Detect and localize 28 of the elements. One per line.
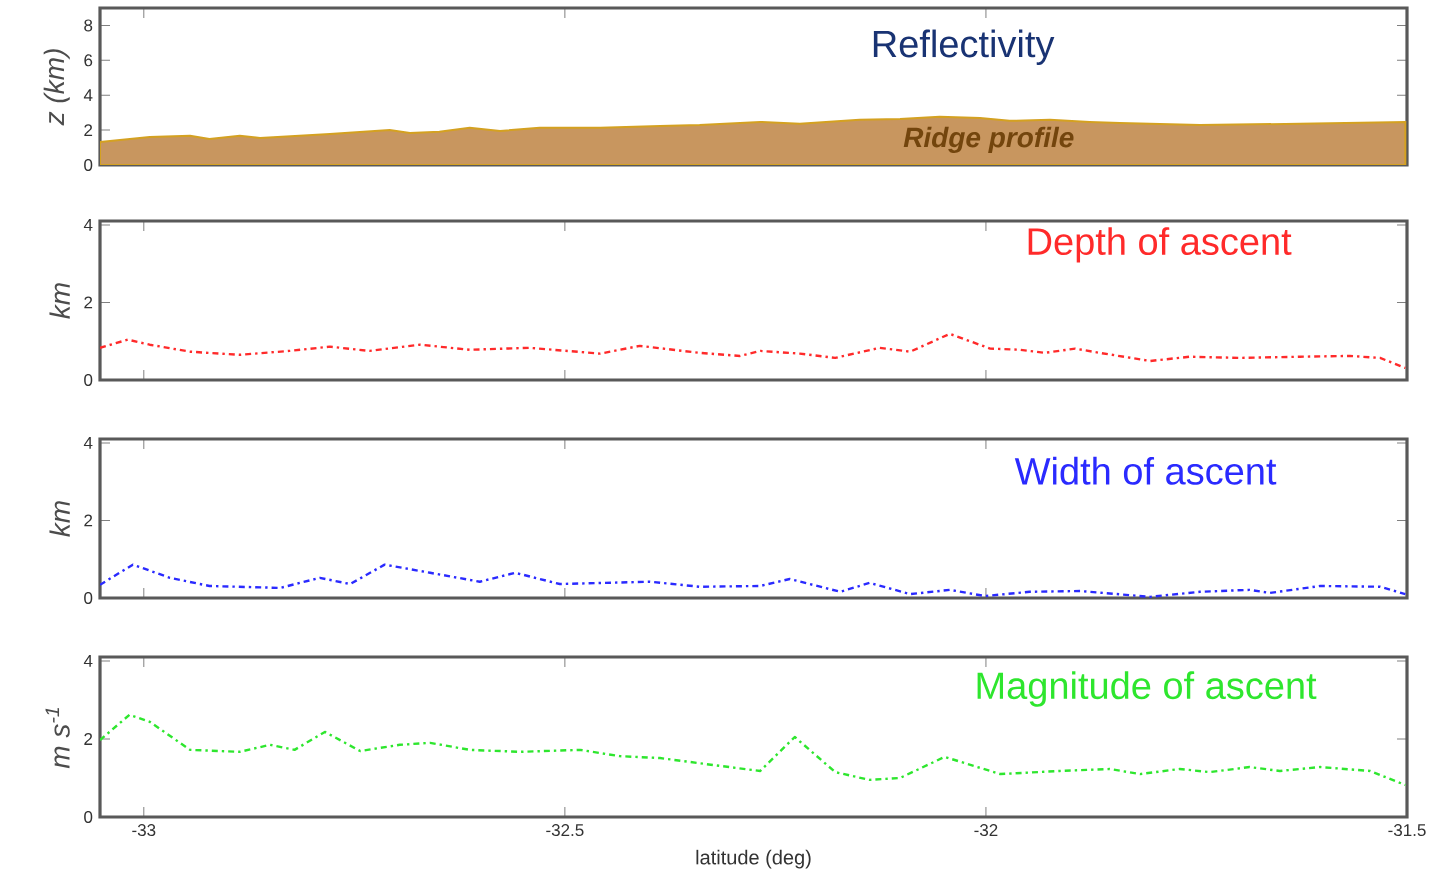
y-axis-title: m s$^{-1}$ [45, 707, 70, 769]
annotation: Magnitude of ascent [977, 671, 1317, 707]
annotation: Reflectivity [873, 29, 1055, 65]
y-tick-label: 4 [83, 437, 93, 449]
x-tick-label: -31.5 [1388, 824, 1426, 837]
annotation: Ridge profile [903, 126, 1074, 153]
annotation: Depth of ascent [1028, 227, 1292, 263]
y-tick-label: 0 [84, 810, 93, 823]
y-tick-label: 4 [83, 219, 93, 231]
y-tick-label: 2 [84, 733, 93, 745]
y-tick-label: 8 [84, 19, 93, 32]
y-tick-label: 6 [84, 54, 93, 67]
y-axis-title: z (km) [43, 49, 70, 126]
y-tick-label: 0 [84, 158, 93, 171]
y-axis-title: km [49, 283, 70, 319]
y-tick-label: 0 [84, 591, 93, 604]
annotation: Width of ascent [1014, 456, 1277, 485]
x-tick-label: -32 [974, 824, 998, 837]
y-tick-label: 4 [83, 89, 93, 102]
x-tick-label: -32.5 [546, 824, 584, 837]
y-tick-label: 2 [84, 296, 93, 309]
y-tick-label: 0 [84, 373, 93, 387]
y-tick-label: 2 [84, 514, 93, 527]
y-tick-label: 4 [83, 655, 93, 667]
y-axis-title: km [49, 501, 70, 537]
y-tick-label: 2 [84, 124, 93, 137]
x-tick-label: -33 [132, 824, 156, 837]
x-axis-title: latitude (deg) [696, 849, 811, 869]
